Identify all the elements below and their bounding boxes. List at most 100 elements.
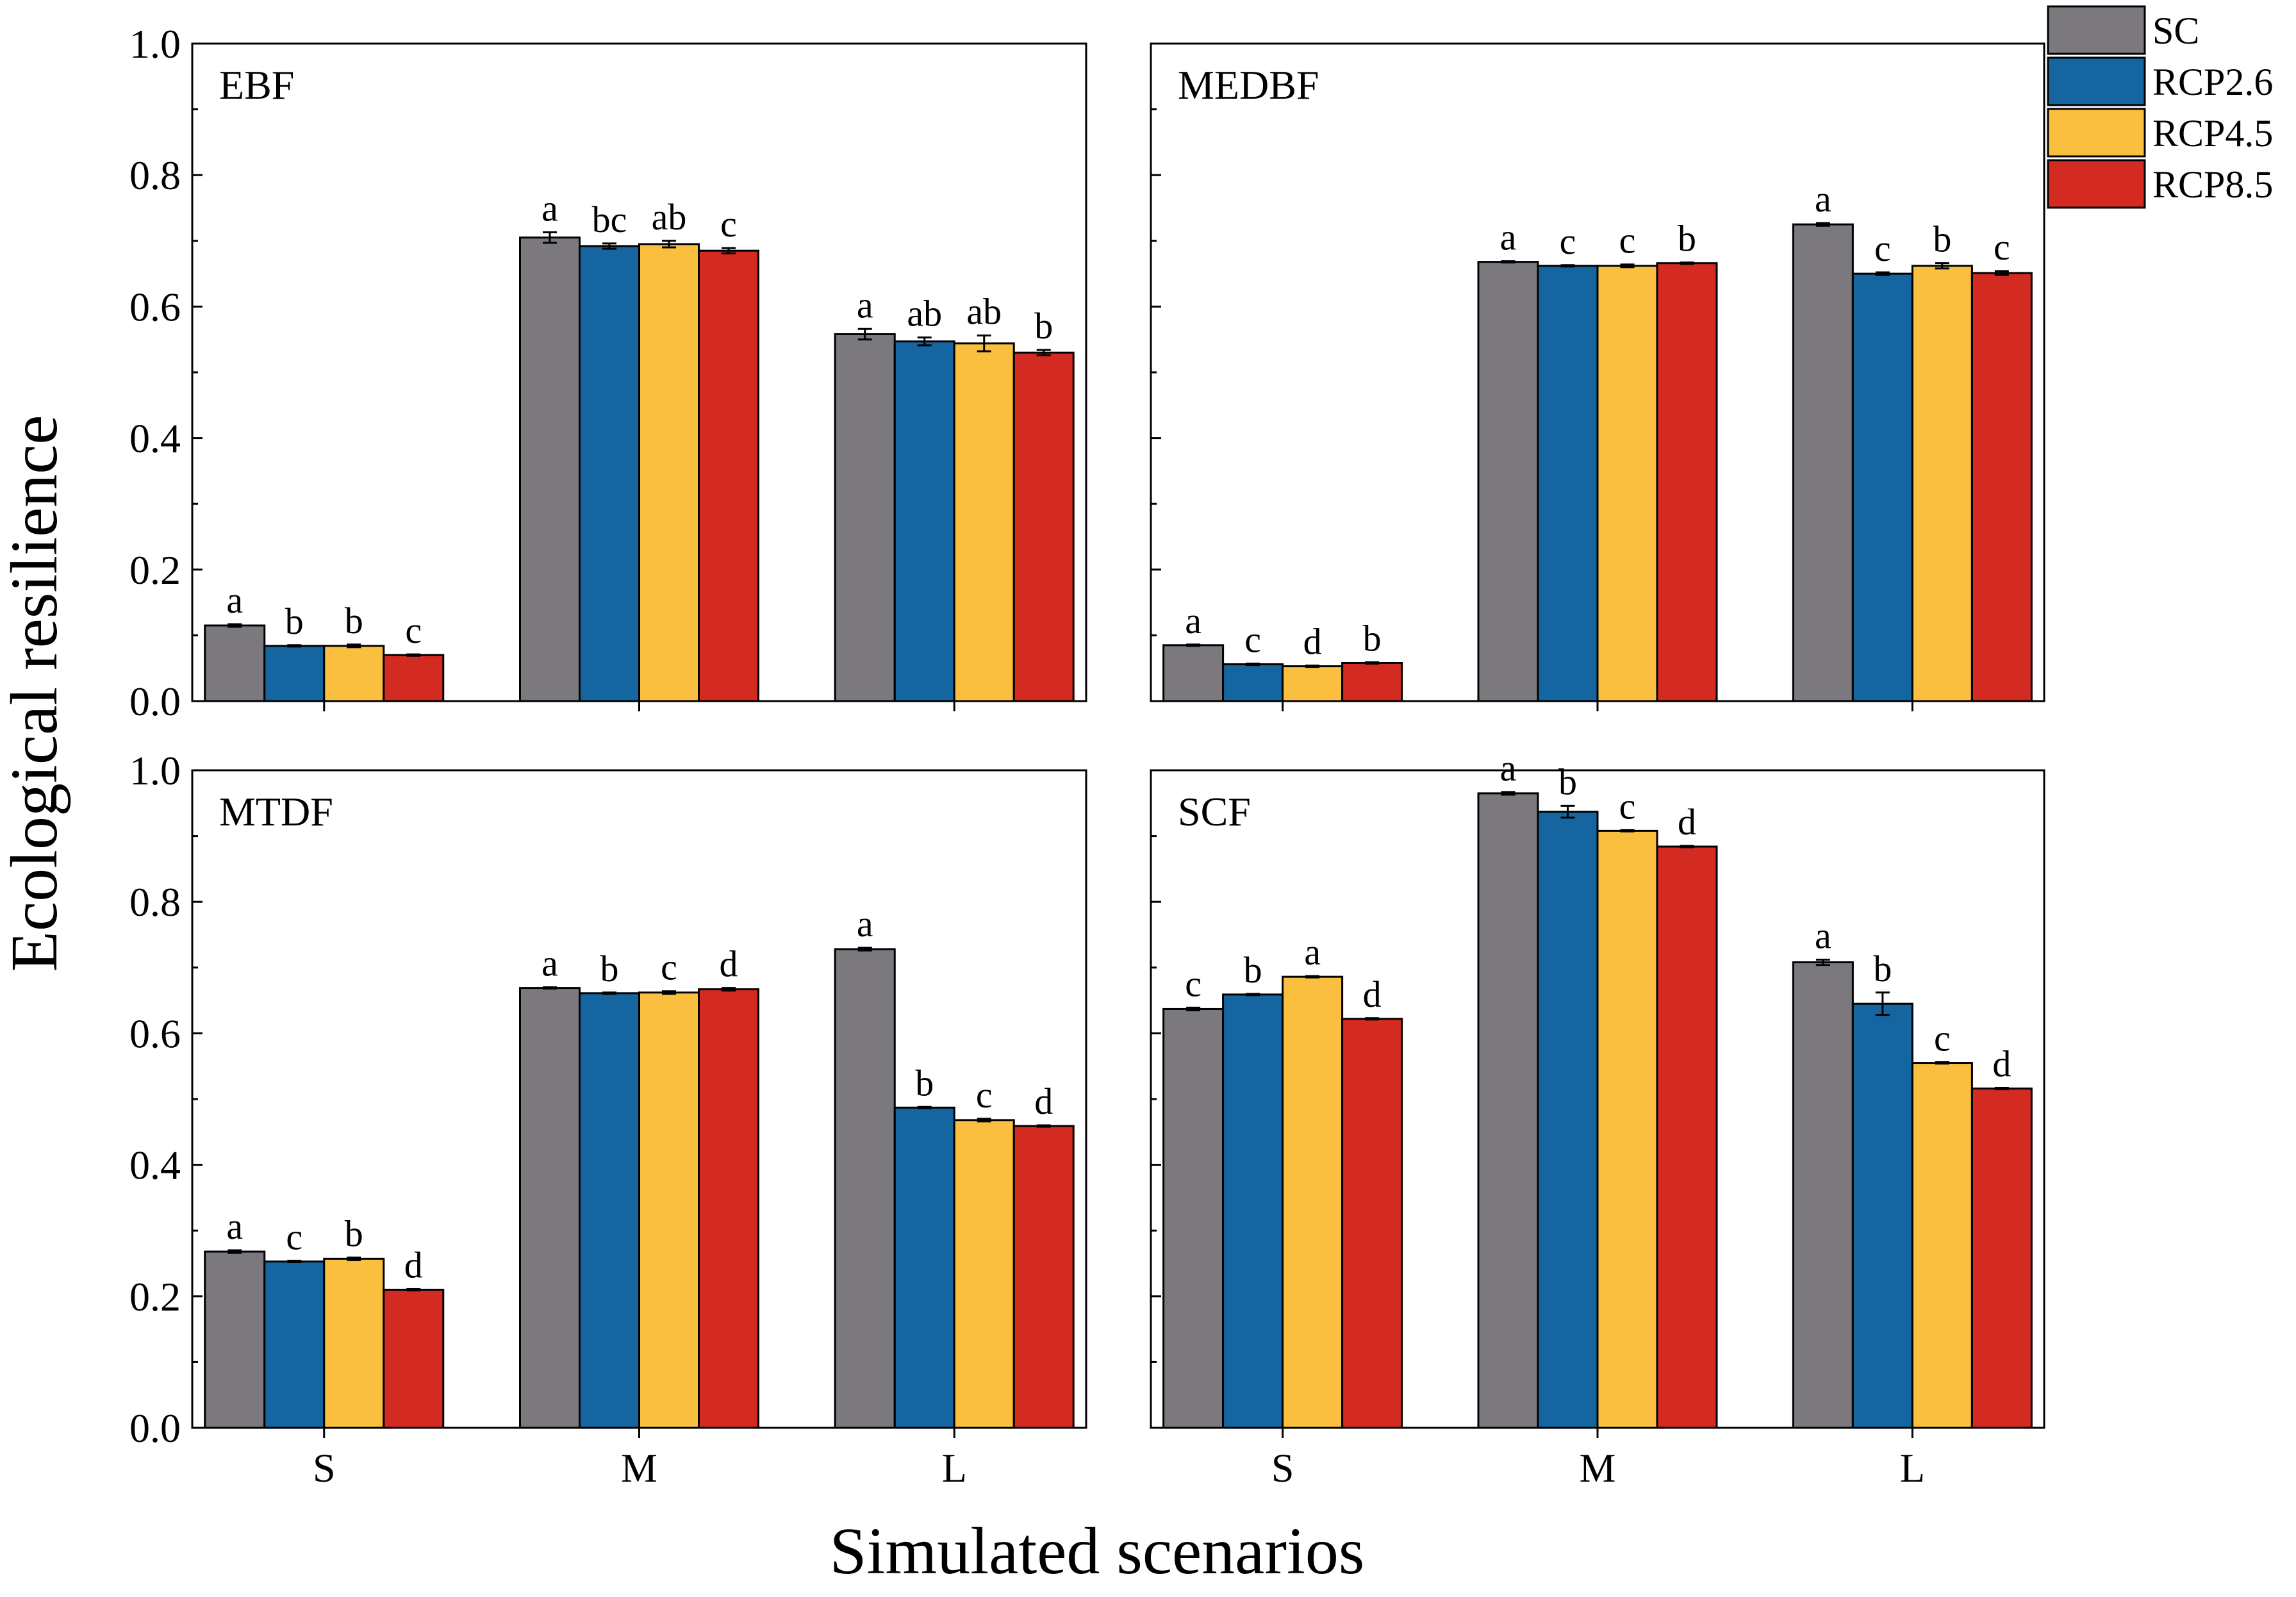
significance-letter: a [226, 1205, 243, 1247]
significance-letter: a [857, 284, 873, 326]
significance-letter: d [404, 1245, 423, 1286]
bar-rcp85 [383, 1289, 445, 1429]
panel-title: SCF [1178, 789, 1251, 834]
panel-title: EBF [219, 62, 294, 108]
significance-letter: c [405, 609, 422, 651]
bar-rcp85 [1341, 661, 1403, 702]
y-tick-label: 0.2 [129, 547, 181, 593]
significance-letter: b [345, 1212, 363, 1254]
x-tick-label: L [1900, 1445, 1925, 1491]
y-tick-label: 0.8 [129, 879, 181, 925]
significance-letter: a [1815, 178, 1831, 220]
x-tick-label: M [1580, 1445, 1616, 1491]
bar-rcp26 [1851, 1002, 1913, 1429]
bar-sc [1792, 223, 1854, 702]
bar-rcp45 [638, 243, 700, 702]
y-tick-label: 0.0 [129, 679, 181, 724]
bar-rcp26 [1222, 993, 1284, 1429]
bar-sc [1477, 261, 1539, 702]
bar-rcp26 [893, 340, 955, 702]
y-tick-label: 0.0 [129, 1405, 181, 1451]
y-tick-label: 0.2 [129, 1274, 181, 1320]
bar-sc [204, 624, 266, 702]
legend-swatch [2047, 159, 2146, 209]
bar-rcp85 [698, 988, 759, 1429]
significance-letter: d [1678, 801, 1696, 843]
bar-sc [1477, 792, 1539, 1429]
bar-sc [519, 987, 581, 1429]
x-tick-label: L [942, 1445, 967, 1491]
significance-letter: b [1034, 305, 1053, 347]
significance-letter: ab [907, 293, 942, 335]
panel-title: MTDF [219, 789, 333, 834]
significance-letter: d [1992, 1043, 2011, 1085]
significance-letter: b [1558, 761, 1577, 802]
significance-letter: a [1185, 600, 1202, 641]
panel-title: MEDBF [1178, 62, 1319, 108]
significance-letter: d [1363, 973, 1382, 1015]
bar-rcp26 [1222, 663, 1284, 702]
bar-rcp85 [698, 249, 759, 702]
y-tick-label: 0.8 [129, 153, 181, 198]
bar-rcp45 [638, 991, 700, 1429]
significance-letter: ab [652, 196, 687, 238]
significance-letter: b [1873, 948, 1892, 989]
bar-rcp85 [1656, 262, 1718, 702]
significance-letter: b [1244, 949, 1262, 991]
bar-rcp45 [1596, 829, 1658, 1429]
y-tick-label: 0.4 [129, 1143, 181, 1188]
bar-rcp85 [1656, 845, 1718, 1429]
significance-letter: ab [966, 291, 1002, 333]
significance-letter: c [1560, 220, 1576, 262]
bar-sc [834, 948, 896, 1429]
bar-rcp26 [1537, 265, 1599, 702]
bar-rcp85 [1341, 1018, 1403, 1429]
significance-letter: c [286, 1216, 302, 1257]
significance-letter: b [915, 1062, 934, 1104]
y-axis-title: Ecological resilience [0, 415, 71, 972]
bar-rcp26 [1851, 272, 1913, 702]
bar-rcp85 [1970, 1088, 2033, 1429]
bar-sc [834, 333, 896, 702]
bar-sc [519, 236, 581, 702]
legend-swatch [2047, 108, 2146, 158]
bar-rcp45 [323, 645, 385, 702]
bar-rcp45 [1596, 265, 1658, 702]
bar-rcp85 [1012, 1125, 1075, 1429]
bar-rcp45 [1911, 1062, 1973, 1429]
y-tick-label: 0.6 [129, 284, 181, 329]
x-tick-label: S [313, 1445, 336, 1491]
significance-letter: a [1500, 747, 1517, 789]
bar-rcp26 [579, 992, 640, 1429]
x-tick-label: M [621, 1445, 657, 1491]
significance-letter: d [1034, 1080, 1053, 1122]
legend-label: RCP2.6 [2152, 61, 2273, 103]
legend-swatch [2047, 5, 2146, 55]
significance-letter: a [541, 187, 558, 229]
x-tick-label: S [1271, 1445, 1294, 1491]
significance-letter: a [1500, 217, 1517, 258]
y-tick-label: 0.6 [129, 1011, 181, 1056]
bar-rcp45 [1282, 975, 1344, 1429]
significance-letter: c [1934, 1018, 1951, 1059]
legend: SC RCP2.6 RCP4.5 RCP8.5 [2047, 5, 2273, 209]
x-axis-title: Simulated scenarios [830, 1514, 1365, 1588]
significance-letter: c [1185, 963, 1202, 1004]
bar-rcp45 [953, 1119, 1015, 1429]
legend-label: RCP4.5 [2152, 112, 2273, 154]
bar-rcp45 [1282, 665, 1344, 702]
significance-letter: b [1933, 219, 1951, 260]
bar-rcp85 [1970, 272, 2033, 702]
legend-swatch [2047, 56, 2146, 106]
significance-letter: c [1619, 785, 1636, 827]
bar-rcp85 [383, 654, 445, 702]
significance-letter: c [661, 947, 677, 988]
bar-rcp85 [1012, 351, 1075, 702]
significance-letter: b [1363, 617, 1382, 659]
